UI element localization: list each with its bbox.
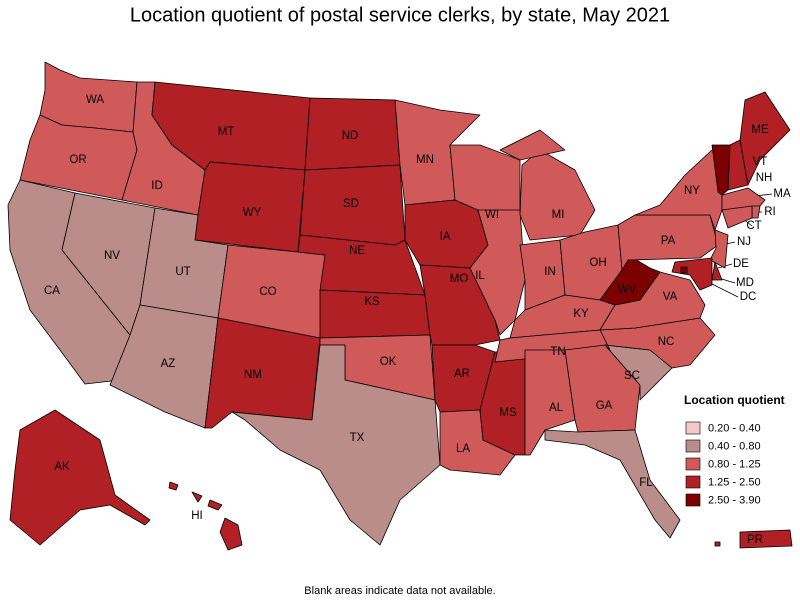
state — [721, 187, 766, 211]
state-label: MD — [736, 277, 754, 289]
state-label: ND — [342, 130, 359, 142]
state — [231, 344, 441, 546]
state — [671, 257, 713, 291]
state-label: WY — [243, 207, 262, 219]
state-label: ME — [751, 124, 769, 136]
state-label: LA — [456, 443, 470, 455]
state-label: OR — [69, 154, 86, 166]
state-label: SD — [343, 198, 359, 210]
state — [751, 205, 761, 219]
state — [739, 91, 791, 186]
legend-swatch — [685, 475, 701, 489]
state-label: WA — [86, 94, 104, 106]
state-label: CO — [259, 286, 276, 298]
state — [207, 499, 223, 511]
state — [714, 541, 721, 547]
state-label: WI — [485, 209, 499, 221]
state-label: DC — [740, 291, 757, 303]
state-label: MT — [218, 126, 235, 138]
state — [519, 149, 596, 241]
legend-label: 2.50 - 3.90 — [708, 494, 761, 506]
state-label: NV — [104, 250, 120, 262]
legend-swatch — [685, 421, 701, 435]
legend-title: Location quotient — [684, 393, 785, 407]
legend-label: 0.80 - 1.25 — [708, 458, 761, 470]
state — [499, 129, 566, 161]
state-label: RI — [764, 206, 776, 218]
state-label: MN — [416, 154, 434, 166]
state-label: PR — [747, 534, 763, 546]
legend-swatch — [685, 439, 701, 453]
state-label: MO — [450, 273, 469, 285]
state-label: VT — [753, 156, 768, 168]
state-label: PA — [661, 235, 676, 247]
state-label: NE — [349, 245, 365, 257]
footnote: Blank areas indicate data not available. — [304, 585, 495, 597]
legend-label: 0.40 - 0.80 — [708, 440, 761, 452]
state-label: FL — [639, 477, 653, 489]
state-label: KY — [573, 308, 589, 320]
state — [711, 144, 731, 196]
state-label: TX — [350, 432, 365, 444]
state — [711, 261, 723, 281]
state — [709, 229, 729, 269]
state-label: GA — [596, 400, 613, 412]
state — [191, 491, 203, 503]
state-label: OK — [380, 356, 397, 368]
state-label: SC — [624, 370, 640, 382]
state — [9, 409, 151, 546]
state-label: NJ — [737, 236, 751, 248]
states — [7, 61, 793, 551]
state — [544, 429, 681, 539]
state-label: NC — [658, 336, 675, 348]
state-label: DE — [733, 258, 749, 270]
state-label: MA — [773, 188, 791, 200]
state-label: WV — [618, 284, 637, 296]
state-label: UT — [175, 266, 190, 278]
state — [739, 529, 793, 549]
state-label: IL — [475, 270, 485, 282]
state — [168, 481, 179, 491]
state-label: IN — [544, 266, 556, 278]
state-label: CA — [44, 285, 60, 297]
state — [204, 317, 321, 429]
state-label: ID — [151, 180, 163, 192]
state-label: VA — [663, 291, 678, 303]
state-label: NY — [684, 185, 700, 197]
state-label: OH — [589, 257, 606, 269]
state-label: MS — [499, 407, 517, 419]
state — [219, 517, 243, 551]
state — [680, 266, 688, 274]
state-label: AL — [549, 402, 564, 414]
state-label: NH — [756, 172, 773, 184]
legend-label: 1.25 - 2.50 — [708, 476, 761, 488]
state-label: AK — [54, 461, 70, 473]
legend-swatch — [685, 457, 701, 471]
state-label: IA — [440, 231, 451, 243]
legend-label: 0.20 - 0.40 — [708, 422, 761, 434]
state — [469, 209, 526, 336]
state-label: HI — [191, 510, 203, 522]
legend-swatch — [685, 493, 701, 507]
map-title: Location quotient of postal service cler… — [130, 4, 670, 26]
state-label: CT — [746, 220, 761, 232]
state-label: TN — [550, 346, 565, 358]
state-label: AR — [454, 368, 470, 380]
state-label: AZ — [161, 358, 176, 370]
state-label: NM — [244, 369, 262, 381]
state-label: MI — [552, 209, 565, 221]
state — [721, 205, 753, 229]
state-label: KS — [364, 296, 380, 308]
